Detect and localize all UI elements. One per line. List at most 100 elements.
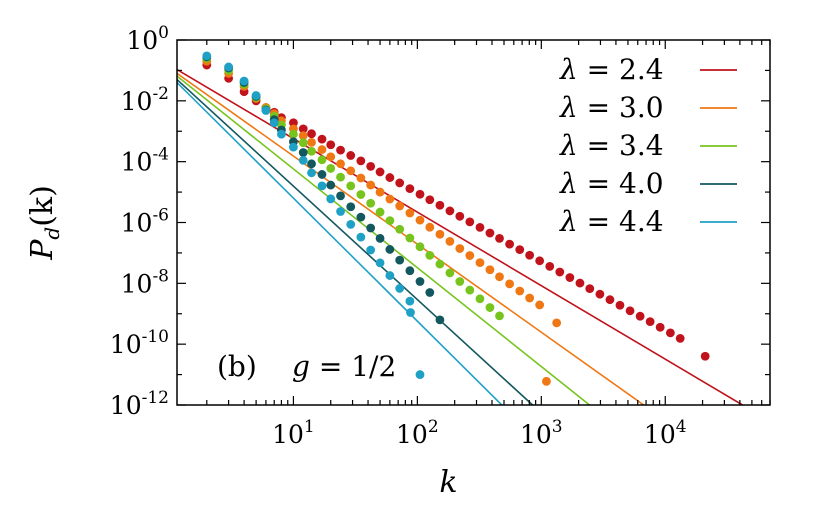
data-point-series-5 [298, 156, 308, 165]
data-point-series-2 [445, 236, 455, 246]
x-tick-label: 102 [396, 417, 439, 449]
data-point-series-3 [366, 198, 376, 208]
x-tick-label: 101 [272, 417, 315, 449]
data-point-series-2 [307, 137, 316, 147]
data-point-series-1 [635, 311, 645, 321]
parameter-annotation: g = 1/2 [292, 350, 396, 383]
data-point-series-1 [455, 211, 465, 221]
data-point-series-1 [475, 223, 485, 232]
legend-label-series-4: λ = 4.0 [559, 167, 664, 200]
data-point-series-1 [665, 328, 675, 338]
data-point-series-1 [595, 289, 605, 299]
data-point-series-3 [415, 242, 425, 252]
data-point-series-5 [307, 168, 316, 178]
data-point-series-1 [700, 351, 710, 361]
data-point-series-2 [346, 166, 356, 176]
data-point-series-5 [251, 91, 261, 100]
data-point-series-1 [415, 189, 425, 199]
y-tick-label: 10-4 [121, 145, 169, 177]
y-tick-label: 10-6 [121, 206, 169, 238]
data-point-series-5 [406, 308, 415, 317]
data-point-series-2 [385, 194, 395, 204]
data-point-series-2 [552, 318, 562, 328]
data-point-series-3 [346, 181, 356, 191]
data-point-series-1 [395, 178, 405, 188]
data-point-series-2 [317, 145, 327, 154]
data-point-series-2 [356, 173, 366, 183]
fit-line-series-4 [177, 78, 534, 405]
data-point-series-2 [425, 222, 435, 232]
x-tick-label: 104 [644, 417, 687, 449]
data-point-series-4 [317, 170, 327, 179]
data-point-series-4 [395, 255, 405, 265]
legend: λ = 2.4 λ = 3.0 λ = 3.4 λ = 4.0 λ = 4.4 [559, 53, 737, 238]
data-point-series-2 [475, 258, 485, 268]
data-point-series-1 [375, 167, 385, 177]
data-point-series-3 [298, 138, 308, 148]
data-point-series-1 [605, 295, 615, 305]
data-point-series-1 [615, 300, 625, 310]
data-point-series-1 [317, 134, 327, 144]
legend-label-series-2: λ = 3.0 [559, 91, 664, 124]
data-point-series-2 [435, 229, 445, 239]
data-point-series-3 [317, 155, 327, 165]
y-tick-label: 10-10 [110, 327, 169, 359]
x-tick-label: 103 [520, 417, 563, 449]
data-point-series-1 [485, 228, 495, 238]
data-point-series-5 [336, 207, 345, 216]
data-point-series-2 [415, 215, 425, 225]
data-point-series-4 [356, 212, 366, 222]
data-point-series-4 [405, 266, 415, 276]
data-point-series-2 [366, 180, 376, 190]
data-point-series-4 [165, 47, 174, 56]
data-point-series-5 [317, 181, 327, 191]
data-point-series-4 [326, 180, 336, 190]
data-point-series-3 [435, 259, 445, 269]
data-point-series-4 [385, 245, 395, 254]
data-point-series-3 [465, 285, 475, 295]
data-point-series-2 [525, 293, 535, 303]
data-point-series-3 [289, 129, 298, 139]
data-point-series-5 [356, 232, 366, 242]
data-point-series-1 [385, 173, 395, 182]
data-point-series-2 [465, 251, 475, 260]
data-point-series-5 [366, 245, 376, 255]
data-point-series-3 [485, 303, 495, 312]
data-point-series-2 [495, 272, 504, 282]
data-point-series-5 [346, 219, 356, 229]
legend-label-series-1: λ = 2.4 [559, 53, 664, 86]
data-point-series-1 [575, 278, 585, 288]
data-point-series-5 [395, 284, 405, 293]
data-markers [165, 47, 710, 386]
data-point-series-2 [395, 201, 405, 211]
annotations: (b) g = 1/2 [217, 350, 396, 383]
data-point-series-4 [415, 277, 425, 286]
data-point-series-5 [269, 118, 279, 128]
data-point-series-1 [585, 284, 595, 294]
data-point-series-3 [375, 207, 385, 217]
data-point-series-4 [375, 234, 385, 243]
data-point-series-1 [555, 267, 565, 277]
data-point-series-5 [202, 51, 212, 61]
y-tick-label: 10-2 [121, 84, 169, 116]
data-point-series-3 [495, 311, 504, 321]
data-point-series-5 [289, 142, 298, 152]
data-point-series-3 [326, 164, 336, 173]
data-point-series-4 [298, 148, 308, 157]
data-point-series-2 [298, 131, 308, 140]
data-point-series-3 [385, 216, 395, 226]
data-point-series-3 [395, 224, 405, 234]
data-point-series-1 [289, 118, 298, 128]
data-point-series-5 [277, 129, 286, 139]
data-point-series-2 [455, 244, 465, 253]
data-point-series-5 [415, 370, 425, 379]
data-point-series-5 [385, 271, 395, 280]
data-point-series-5 [405, 296, 415, 306]
y-tick-label: 10-12 [110, 388, 169, 420]
data-point-series-1 [565, 273, 575, 282]
y-tick-label: 100 [126, 23, 169, 55]
data-point-series-4 [435, 315, 445, 325]
data-point-series-4 [307, 159, 316, 169]
data-point-series-2 [535, 300, 545, 310]
